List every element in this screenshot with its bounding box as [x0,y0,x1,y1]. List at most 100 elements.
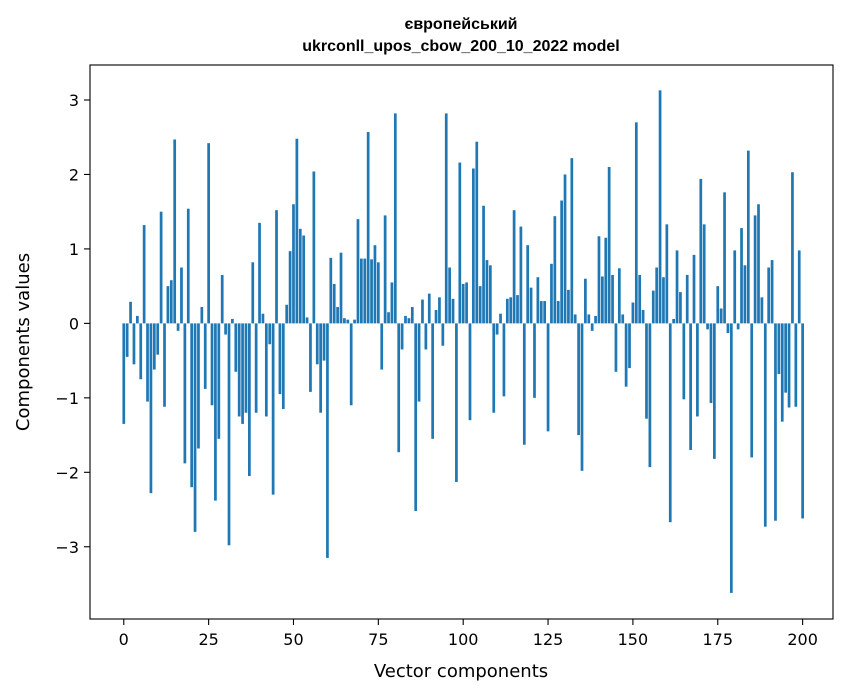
bar [231,318,234,324]
x-tick-label: 125 [533,630,564,649]
bar [142,225,146,324]
bar [261,313,265,324]
bar [726,323,730,334]
bar [556,301,560,324]
bar [733,250,737,324]
bar [190,323,194,488]
bars-group [122,90,804,593]
bar [604,237,608,324]
bar [315,323,319,365]
bar [791,172,794,324]
bar [753,215,757,324]
bar [387,312,390,324]
bar [560,200,563,324]
bar [696,323,699,417]
bar [278,323,282,395]
bar [492,323,496,413]
bar [794,323,798,407]
bar [740,228,743,324]
bar [563,174,567,324]
bar [414,323,418,512]
bar [682,323,686,400]
bar [465,282,468,324]
x-tick-label: 75 [368,630,388,649]
bar [533,323,536,398]
bar [509,297,513,324]
bar [227,323,231,546]
bar [373,245,377,324]
bar [292,204,295,324]
bar [665,224,669,324]
bar [427,293,431,324]
bar [617,268,621,324]
chart-title-line-2: ukrconll_upos_cbow_200_10_2022 model [302,38,619,55]
bar [434,309,438,324]
bar [485,260,489,324]
bar [774,323,777,521]
x-axis-label: Vector components [374,661,548,682]
bar [186,208,190,324]
bar [685,274,689,324]
bar [587,314,591,324]
bar [784,323,788,393]
x-tick-label: 175 [702,630,733,649]
bar [424,323,428,350]
bar [634,122,638,324]
bar [594,315,597,324]
bar [631,302,635,324]
bar [224,323,227,335]
x-tick-label: 25 [198,630,218,649]
bar [692,254,696,324]
bar [183,323,187,464]
bar [499,313,502,324]
bar [699,178,703,324]
bar [309,323,312,392]
bar [580,323,584,471]
bar [275,210,278,324]
bar [709,323,713,404]
bar [777,323,781,375]
bar [719,308,723,324]
bar [706,323,709,330]
bar [349,323,353,406]
bar [550,263,553,324]
bar [366,132,370,324]
bar [526,245,530,324]
bar [543,301,547,324]
x-tick-label: 150 [618,630,649,649]
bar [326,323,329,558]
bar [288,251,292,324]
bar [421,299,424,324]
bar [312,171,316,324]
bar [390,282,394,324]
bar [577,323,580,436]
bar [679,292,682,324]
bar [611,274,614,324]
bar [546,323,550,432]
bar [360,258,363,324]
bar [339,252,343,324]
bar [478,286,482,324]
bar [750,323,754,458]
bar [353,319,356,324]
bar [729,323,733,593]
bar [736,323,740,330]
bar [397,323,401,453]
bar [152,323,156,370]
bar [400,323,404,350]
bar [203,323,207,389]
y-tick-label: −3 [55,538,79,557]
bar [444,113,448,324]
bar [597,236,601,324]
bar [584,278,587,324]
bar [757,204,760,324]
y-axis-label: Components values [13,253,34,431]
bar [505,298,509,324]
bar [672,318,675,324]
bar [363,258,367,324]
bar [135,315,139,324]
bar [468,323,472,421]
bar [220,274,224,324]
bar [404,315,407,324]
